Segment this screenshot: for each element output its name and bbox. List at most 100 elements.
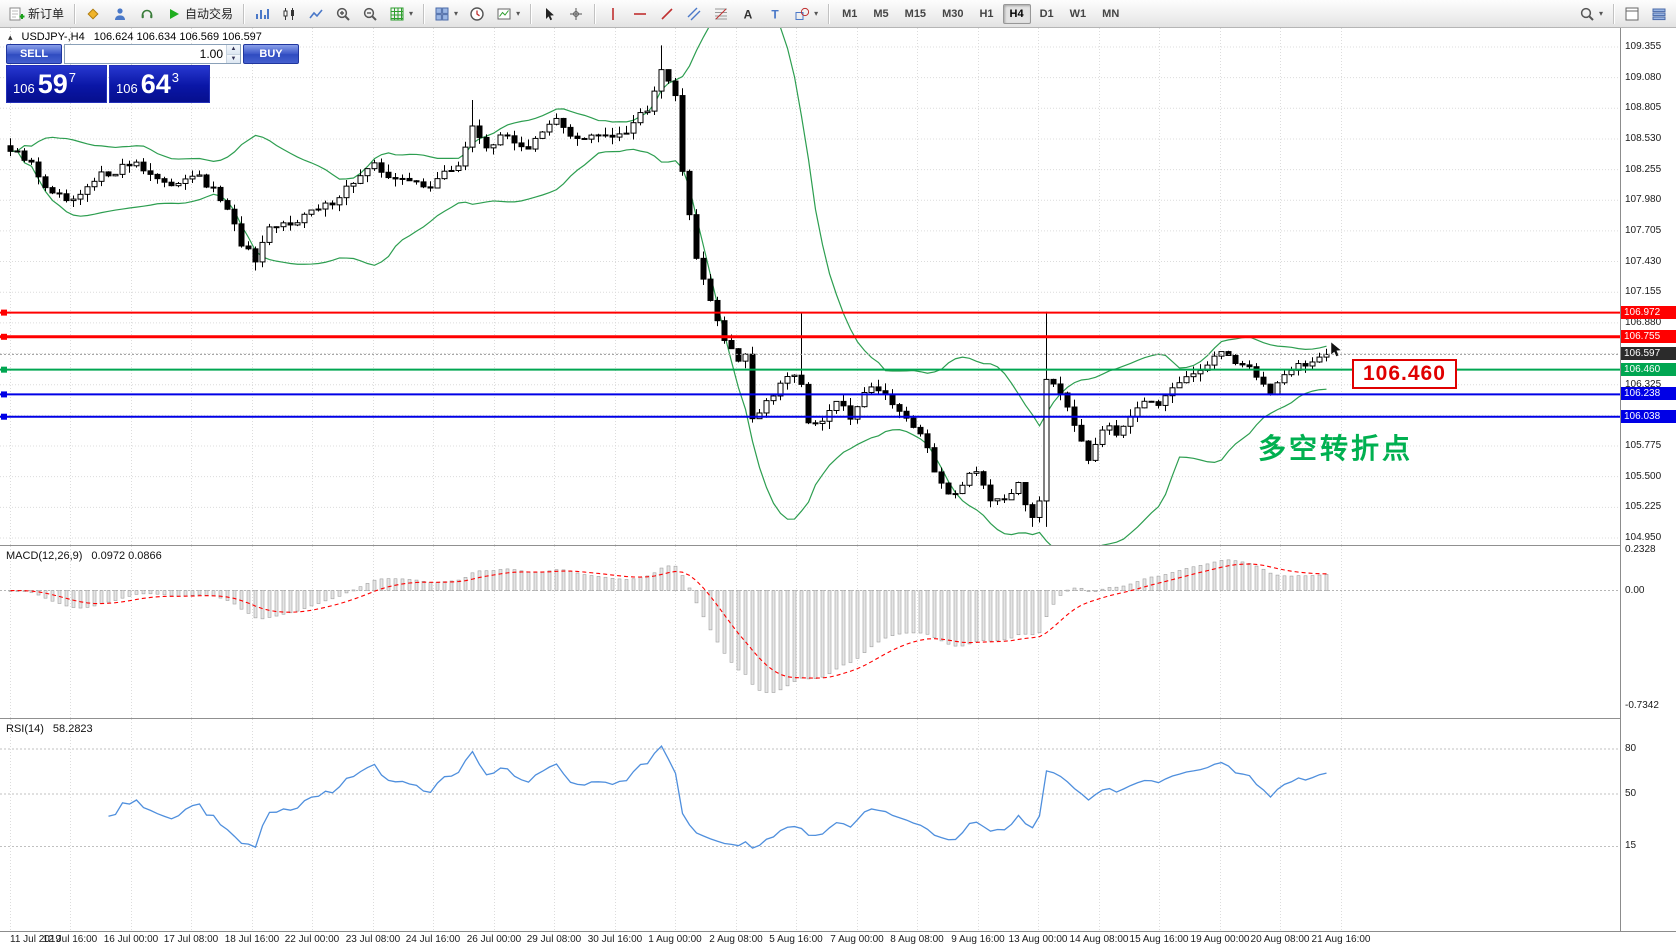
macd-panel-canvas[interactable] <box>0 546 1620 718</box>
timeframe-toolbar: M1 M5 M15 M30 H1 H4 D1 W1 MN <box>834 3 1127 24</box>
shapes-tool-button[interactable]: ▾ <box>789 2 823 26</box>
new-order-icon <box>9 7 25 20</box>
cursor-icon <box>546 7 554 20</box>
volume-down-button[interactable]: ▼ <box>227 54 240 63</box>
new-window-button[interactable] <box>1619 2 1645 26</box>
buy-price-pips: 64 <box>140 68 171 99</box>
channel-icon <box>687 7 701 20</box>
macd-name: MACD(12,26,9) <box>6 550 83 562</box>
vertical-line-tool-button[interactable] <box>600 2 626 26</box>
time-label: 1 Aug 00:00 <box>648 934 702 945</box>
sell-price-display[interactable]: 106 59 7 <box>6 65 107 103</box>
navigator-button[interactable] <box>107 2 133 26</box>
volume-input[interactable] <box>65 45 226 63</box>
price-annotation-box[interactable]: 106.460 <box>1352 359 1457 389</box>
price-tick: 105.500 <box>1625 470 1662 482</box>
new-order-button[interactable]: 新订单 <box>4 2 69 26</box>
timeframe-M5[interactable]: M5 <box>866 4 895 24</box>
metaeditor-button[interactable] <box>80 2 106 26</box>
channel-tool-button[interactable] <box>681 2 707 26</box>
rsi-value: 58.2823 <box>52 723 93 735</box>
toolbar-separator <box>423 3 425 24</box>
zoom-out-button[interactable] <box>357 2 383 26</box>
auto-trading-button[interactable]: 自动交易 <box>161 2 238 26</box>
candlestick-chart-button[interactable] <box>276 2 302 26</box>
label-icon: T <box>771 7 779 21</box>
time-label: 22 Jul 00:00 <box>284 934 340 945</box>
toolbar-separator <box>594 3 596 24</box>
crosshair-tool-button[interactable] <box>563 2 589 26</box>
time-label: 19 Aug 00:00 <box>1190 934 1250 945</box>
symbol-period-label: USDJPY-,H4 <box>21 31 85 43</box>
candlestick-chart-icon <box>283 7 295 20</box>
text-tool-button[interactable]: A <box>735 2 761 26</box>
zoom-in-icon <box>336 7 350 21</box>
label-tool-button[interactable]: T <box>762 2 788 26</box>
trendline-icon <box>661 7 673 20</box>
time-label: 26 Jul 00:00 <box>466 934 522 945</box>
tile-windows-button[interactable]: ▾ <box>429 2 463 26</box>
price-axis[interactable]: 0.2328 0.00 -0.7342 80 50 15 109.355 109.… <box>1620 28 1676 931</box>
timeframe-W1[interactable]: W1 <box>1063 4 1094 24</box>
buy-button[interactable]: BUY <box>243 44 299 64</box>
grid-icon <box>390 7 404 20</box>
turning-point-annotation[interactable]: 多空转折点 <box>1258 433 1414 464</box>
svg-text:A: A <box>744 7 753 21</box>
dropdown-caret-icon: ▾ <box>516 9 521 18</box>
price-tick: 108.255 <box>1625 163 1662 175</box>
main-chart-canvas[interactable] <box>0 28 1620 545</box>
mouse-cursor <box>1330 341 1342 357</box>
timeframe-H4[interactable]: H4 <box>1002 3 1031 24</box>
time-label: 11 Jul 2019 <box>10 934 61 945</box>
timeframe-M1[interactable]: M1 <box>835 4 864 24</box>
bar-chart-button[interactable] <box>249 2 275 26</box>
horizontal-line-tool-button[interactable] <box>627 2 653 26</box>
panel-separator[interactable] <box>0 545 1676 546</box>
collapse-trade-panel-icon[interactable]: ▴ <box>8 31 13 42</box>
horizontal-lines[interactable] <box>0 309 1620 420</box>
price-tick: 106.880 <box>1625 316 1662 328</box>
timeframe-MN[interactable]: MN <box>1095 4 1126 24</box>
navigator-icon <box>115 7 126 20</box>
timeframe-M15[interactable]: M15 <box>898 4 933 24</box>
volume-up-button[interactable]: ▲ <box>227 45 240 55</box>
panel-separator[interactable] <box>0 718 1676 719</box>
zoom-in-button[interactable] <box>330 2 356 26</box>
timeframe-H1[interactable]: H1 <box>972 4 1000 24</box>
chart-title-row: ▴ USDJPY-,H4 106.624 106.634 106.569 106… <box>8 31 262 43</box>
search-button[interactable]: ▾ <box>1574 2 1608 26</box>
trendline-tool-button[interactable] <box>654 2 680 26</box>
horizontal-line-icon <box>634 12 647 15</box>
time-label: 5 Aug 16:00 <box>769 934 823 945</box>
window-list-button[interactable] <box>1646 2 1672 26</box>
toolbar-separator <box>74 3 76 24</box>
buy-price-display[interactable]: 106 64 3 <box>109 65 210 103</box>
rsi-level-15: 15 <box>1625 840 1637 851</box>
rsi-panel-canvas[interactable] <box>0 719 1620 931</box>
zoom-out-icon <box>363 7 377 21</box>
timeframe-D1[interactable]: D1 <box>1033 4 1061 24</box>
time-axis[interactable]: 11 Jul 2019 12 Jul 16:00 16 Jul 00:00 17 Ju… <box>0 931 1676 946</box>
template-button[interactable]: ▾ <box>491 2 525 26</box>
price-tick: 107.980 <box>1625 194 1662 206</box>
candlesticks <box>7 45 1330 527</box>
macd-scale-zero: 0.00 <box>1625 584 1645 596</box>
cursor-tool-button[interactable] <box>536 2 562 26</box>
timeframe-M30[interactable]: M30 <box>935 4 970 24</box>
time-label: 2 Aug 08:00 <box>709 934 763 945</box>
sell-button[interactable]: SELL <box>6 44 62 64</box>
grid-button[interactable]: ▾ <box>384 2 418 26</box>
time-label: 24 Jul 16:00 <box>405 934 461 945</box>
one-click-trading-panel: SELL ▲ ▼ BUY 106 59 7 106 <box>6 44 299 103</box>
fibonacci-tool-button[interactable] <box>708 2 734 26</box>
price-tick: 106.325 <box>1625 378 1662 390</box>
support-button[interactable] <box>134 2 160 26</box>
line-chart-button[interactable] <box>303 2 329 26</box>
periods-button[interactable] <box>464 2 490 26</box>
price-tick: 108.530 <box>1625 132 1662 144</box>
time-label: 13 Aug 00:00 <box>1008 934 1068 945</box>
time-label: 7 Aug 00:00 <box>830 934 884 945</box>
price-line-badge: 106.755 <box>1621 329 1676 343</box>
chart-template-icon <box>497 8 511 19</box>
clock-icon <box>470 6 484 21</box>
